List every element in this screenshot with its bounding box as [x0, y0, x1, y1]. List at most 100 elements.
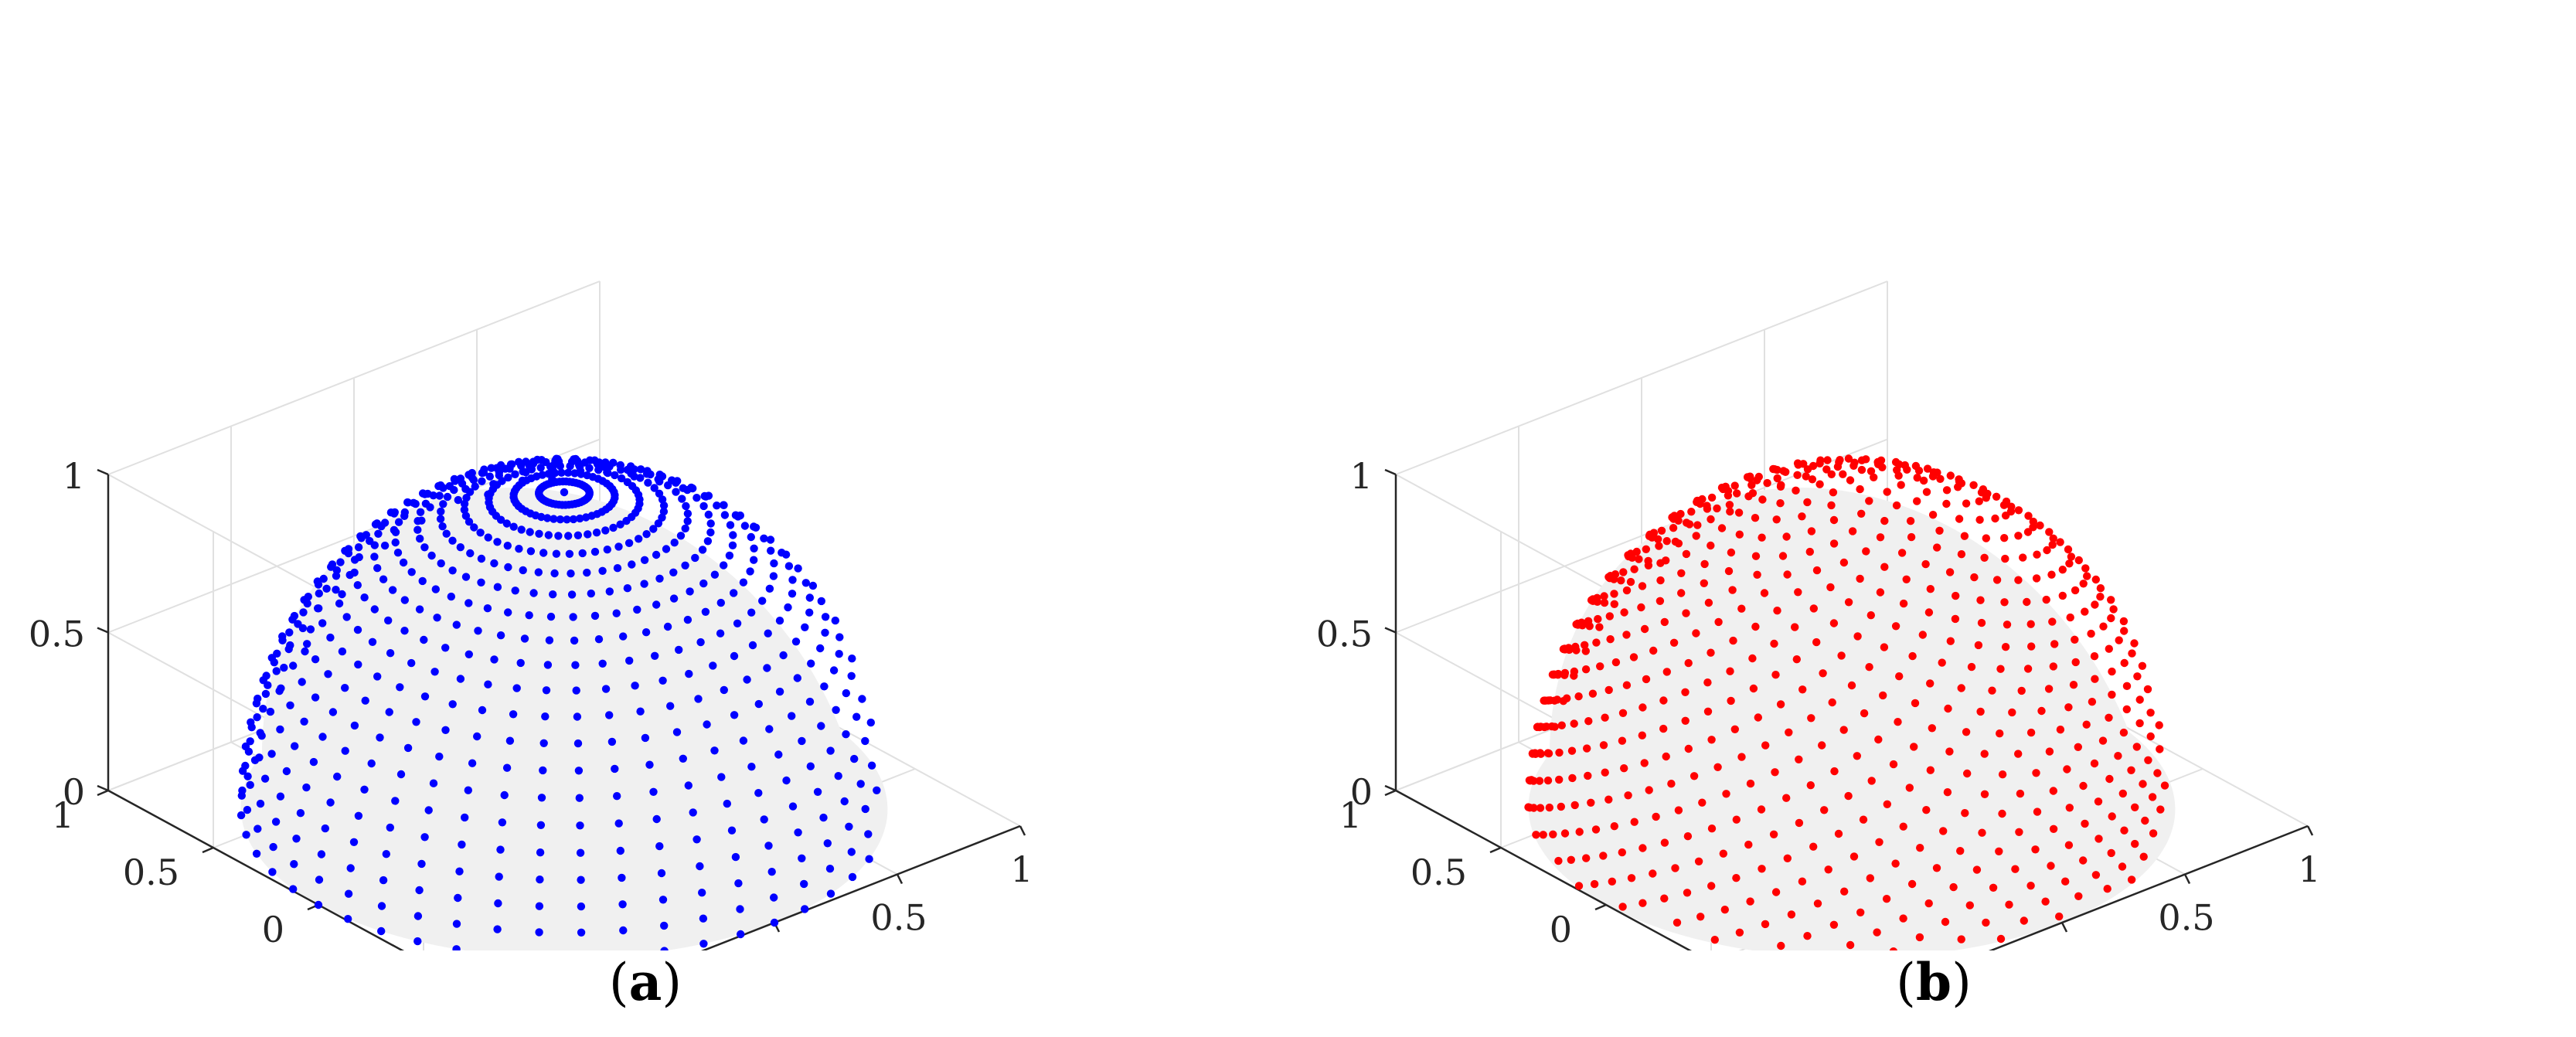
data-point: [1856, 484, 1864, 494]
data-point: [781, 550, 791, 559]
data-point: [605, 711, 614, 719]
data-point: [327, 563, 335, 571]
data-point: [826, 746, 835, 755]
data-point: [2108, 667, 2116, 676]
data-point: [1897, 481, 1905, 489]
data-point: [420, 543, 429, 552]
data-point: [801, 905, 809, 913]
data-point: [470, 523, 478, 532]
data-point: [805, 697, 815, 706]
data-point: [511, 586, 519, 595]
data-point: [1782, 794, 1791, 802]
data-point: [1578, 621, 1587, 630]
data-point: [1637, 603, 1645, 612]
data-point: [1967, 662, 1976, 672]
data-point: [1703, 678, 1712, 687]
data-point: [535, 928, 543, 937]
data-point: [1638, 703, 1647, 712]
data-point: [2160, 781, 2169, 790]
data-point: [1707, 824, 1717, 833]
data-point: [1857, 456, 1866, 464]
data-point: [1977, 488, 1986, 497]
data-point: [522, 468, 530, 477]
data-point: [2049, 534, 2057, 542]
data-point: [445, 481, 454, 491]
z-tick-mark: [1384, 784, 1397, 792]
data-point: [294, 620, 302, 628]
data-point: [448, 566, 457, 575]
data-point: [1753, 476, 1761, 484]
data-point: [2139, 852, 2148, 861]
data-point: [609, 523, 618, 532]
x-tick-label: 0: [2052, 945, 2074, 950]
data-point: [1960, 532, 1969, 540]
data-point: [728, 541, 737, 549]
data-point: [247, 723, 256, 732]
data-point: [2091, 871, 2101, 879]
data-point: [1618, 709, 1628, 717]
data-point: [635, 535, 643, 543]
data-point: [1812, 566, 1822, 575]
data-point: [725, 551, 734, 560]
data-point: [1783, 570, 1792, 579]
data-point: [1910, 743, 1918, 751]
data-point: [1856, 908, 1865, 917]
data-point: [2153, 769, 2162, 777]
data-point: [2074, 556, 2083, 565]
data-point: [831, 616, 840, 625]
data-point: [1657, 526, 1666, 535]
data-point: [1761, 920, 1770, 929]
data-point: [570, 636, 579, 645]
y-tick-mark: [1384, 789, 1397, 797]
data-point: [2114, 752, 2122, 760]
data-point: [873, 786, 881, 794]
data-point: [462, 494, 471, 502]
data-point: [764, 842, 773, 850]
data-point: [572, 686, 580, 695]
data-point: [1787, 910, 1796, 919]
data-point: [801, 579, 811, 587]
data-point: [1713, 763, 1722, 771]
data-point: [696, 638, 705, 647]
data-point: [1696, 913, 1705, 921]
data-point: [2156, 745, 2164, 753]
data-point: [2091, 575, 2100, 584]
data-point: [698, 546, 707, 554]
data-point: [400, 627, 409, 635]
data-point: [498, 818, 507, 827]
data-point: [454, 893, 462, 903]
data-point: [1582, 854, 1591, 862]
data-point: [1550, 722, 1559, 731]
data-point: [494, 899, 502, 908]
data-point: [1961, 809, 1969, 818]
data-point: [1568, 774, 1577, 783]
data-point: [1965, 901, 1974, 910]
data-point: [243, 805, 252, 814]
data-point: [1703, 502, 1711, 510]
data-point: [379, 876, 388, 885]
data-point: [1908, 651, 1917, 661]
data-point: [382, 850, 390, 858]
data-point: [1624, 791, 1632, 800]
data-point: [385, 708, 393, 716]
data-point: [549, 467, 557, 475]
data-point: [1907, 879, 1917, 889]
data-point: [601, 526, 610, 535]
data-point: [2029, 517, 2037, 526]
data-point: [613, 792, 621, 801]
data-point: [413, 937, 422, 946]
data-point: [286, 701, 294, 709]
data-point: [1770, 639, 1778, 648]
data-point: [1751, 514, 1760, 522]
data-point: [1998, 809, 2006, 818]
data-point: [2081, 819, 2089, 828]
data-point: [867, 761, 876, 770]
data-point: [1549, 830, 1557, 839]
data-point: [765, 725, 774, 733]
data-point: [1677, 569, 1686, 577]
data-point: [1588, 689, 1598, 698]
data-point: [2094, 835, 2103, 843]
data-point: [2003, 620, 2012, 629]
wall-grid-z: [1395, 280, 1888, 475]
